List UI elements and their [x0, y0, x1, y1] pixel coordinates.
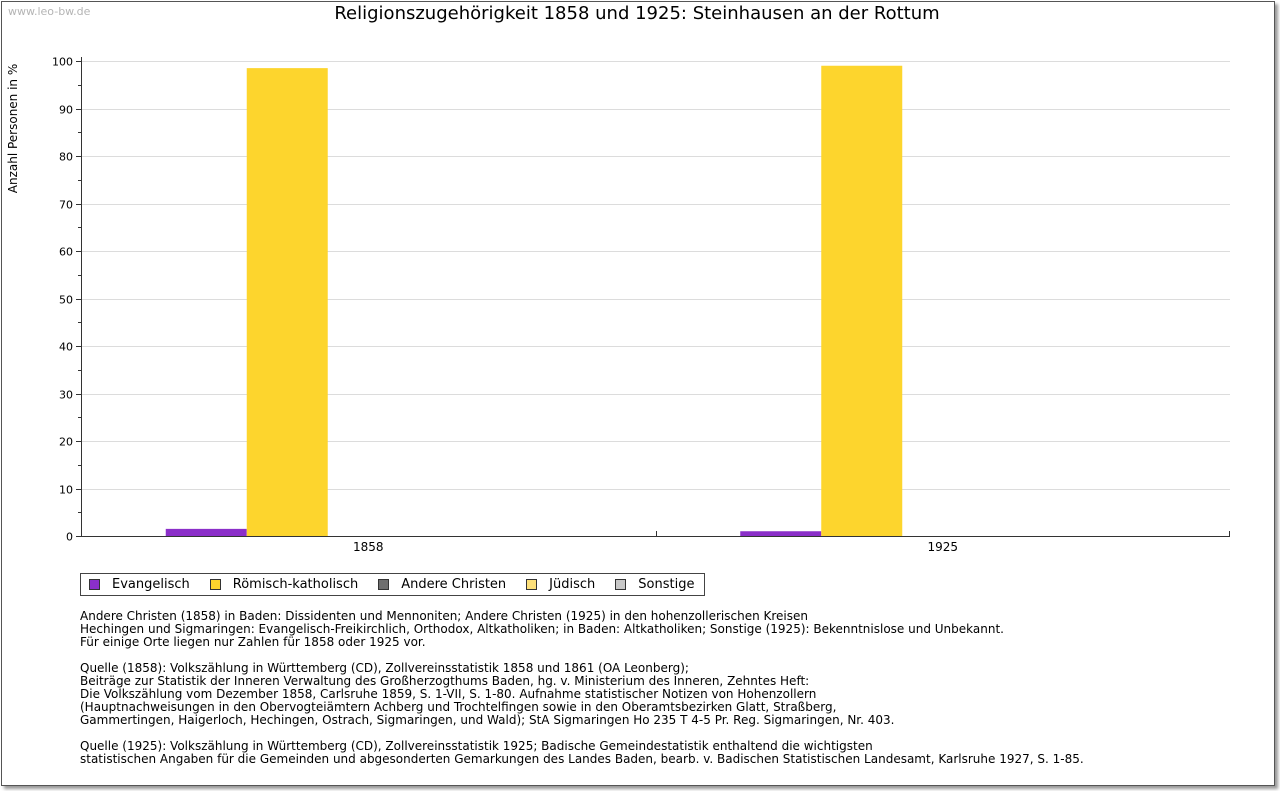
y-tick-label: 90: [59, 104, 73, 117]
footnotes: Andere Christen (1858) in Baden: Disside…: [80, 610, 1260, 779]
y-tick-label: 80: [59, 151, 73, 164]
x-tick-label: 1925: [927, 540, 958, 554]
watermark: www.leo-bw.de: [8, 5, 91, 18]
chart-legend: Evangelisch Römisch-katholisch Andere Chri…: [80, 573, 706, 596]
y-tick-label: 0: [66, 531, 73, 544]
bar-r-misch-katholisch-1925: [821, 65, 903, 536]
y-tick-label: 10: [59, 484, 73, 497]
legend-swatch: [209, 579, 221, 590]
legend-label: Evangelisch: [112, 577, 190, 592]
y-tick-label: 30: [59, 389, 73, 402]
y-tick-label: 40: [59, 341, 73, 354]
legend-label: Andere Christen: [401, 577, 507, 592]
footnote-paragraph: Quelle (1925): Volkszählung in Württembe…: [80, 739, 1084, 766]
legend-swatch: [378, 579, 390, 590]
legend-item: Jüdisch: [526, 577, 595, 592]
legend-swatch: [526, 579, 538, 590]
legend-label: Sonstige: [638, 577, 695, 592]
bar-evangelisch-1925: [740, 531, 822, 536]
chart-title: Religionszugehörigkeit 1858 und 1925: St…: [334, 3, 940, 24]
legend-label: Jüdisch: [549, 577, 596, 592]
bar-r-misch-katholisch-1858: [246, 68, 328, 536]
x-tick-label: 1858: [353, 540, 384, 554]
y-tick-label: 70: [59, 199, 73, 212]
footnote-paragraph: Quelle (1858): Volkszählung in Württembe…: [80, 661, 895, 727]
legend-item: Sonstige: [615, 577, 694, 592]
y-tick-label: 60: [59, 246, 73, 259]
y-tick-label: 100: [52, 56, 73, 69]
legend-item: Römisch-katholisch: [209, 577, 359, 592]
y-tick-label: 50: [59, 294, 73, 307]
legend-swatch: [89, 579, 100, 590]
footnote-paragraph: Andere Christen (1858) in Baden: Disside…: [80, 609, 1004, 649]
legend-item: Evangelisch: [89, 577, 190, 592]
legend-label: Römisch-katholisch: [232, 577, 359, 592]
y-tick-label: 20: [59, 436, 73, 449]
bar-evangelisch-1858: [165, 528, 247, 536]
legend-item: Andere Christen: [378, 577, 506, 592]
legend-swatch: [615, 579, 627, 590]
y-axis-label: Anzahl Personen in %: [6, 64, 20, 194]
bar-chart: 0 10 20 30 40 50 60 70 80 90 100 Anzahl Personen in…: [6, 56, 1230, 554]
